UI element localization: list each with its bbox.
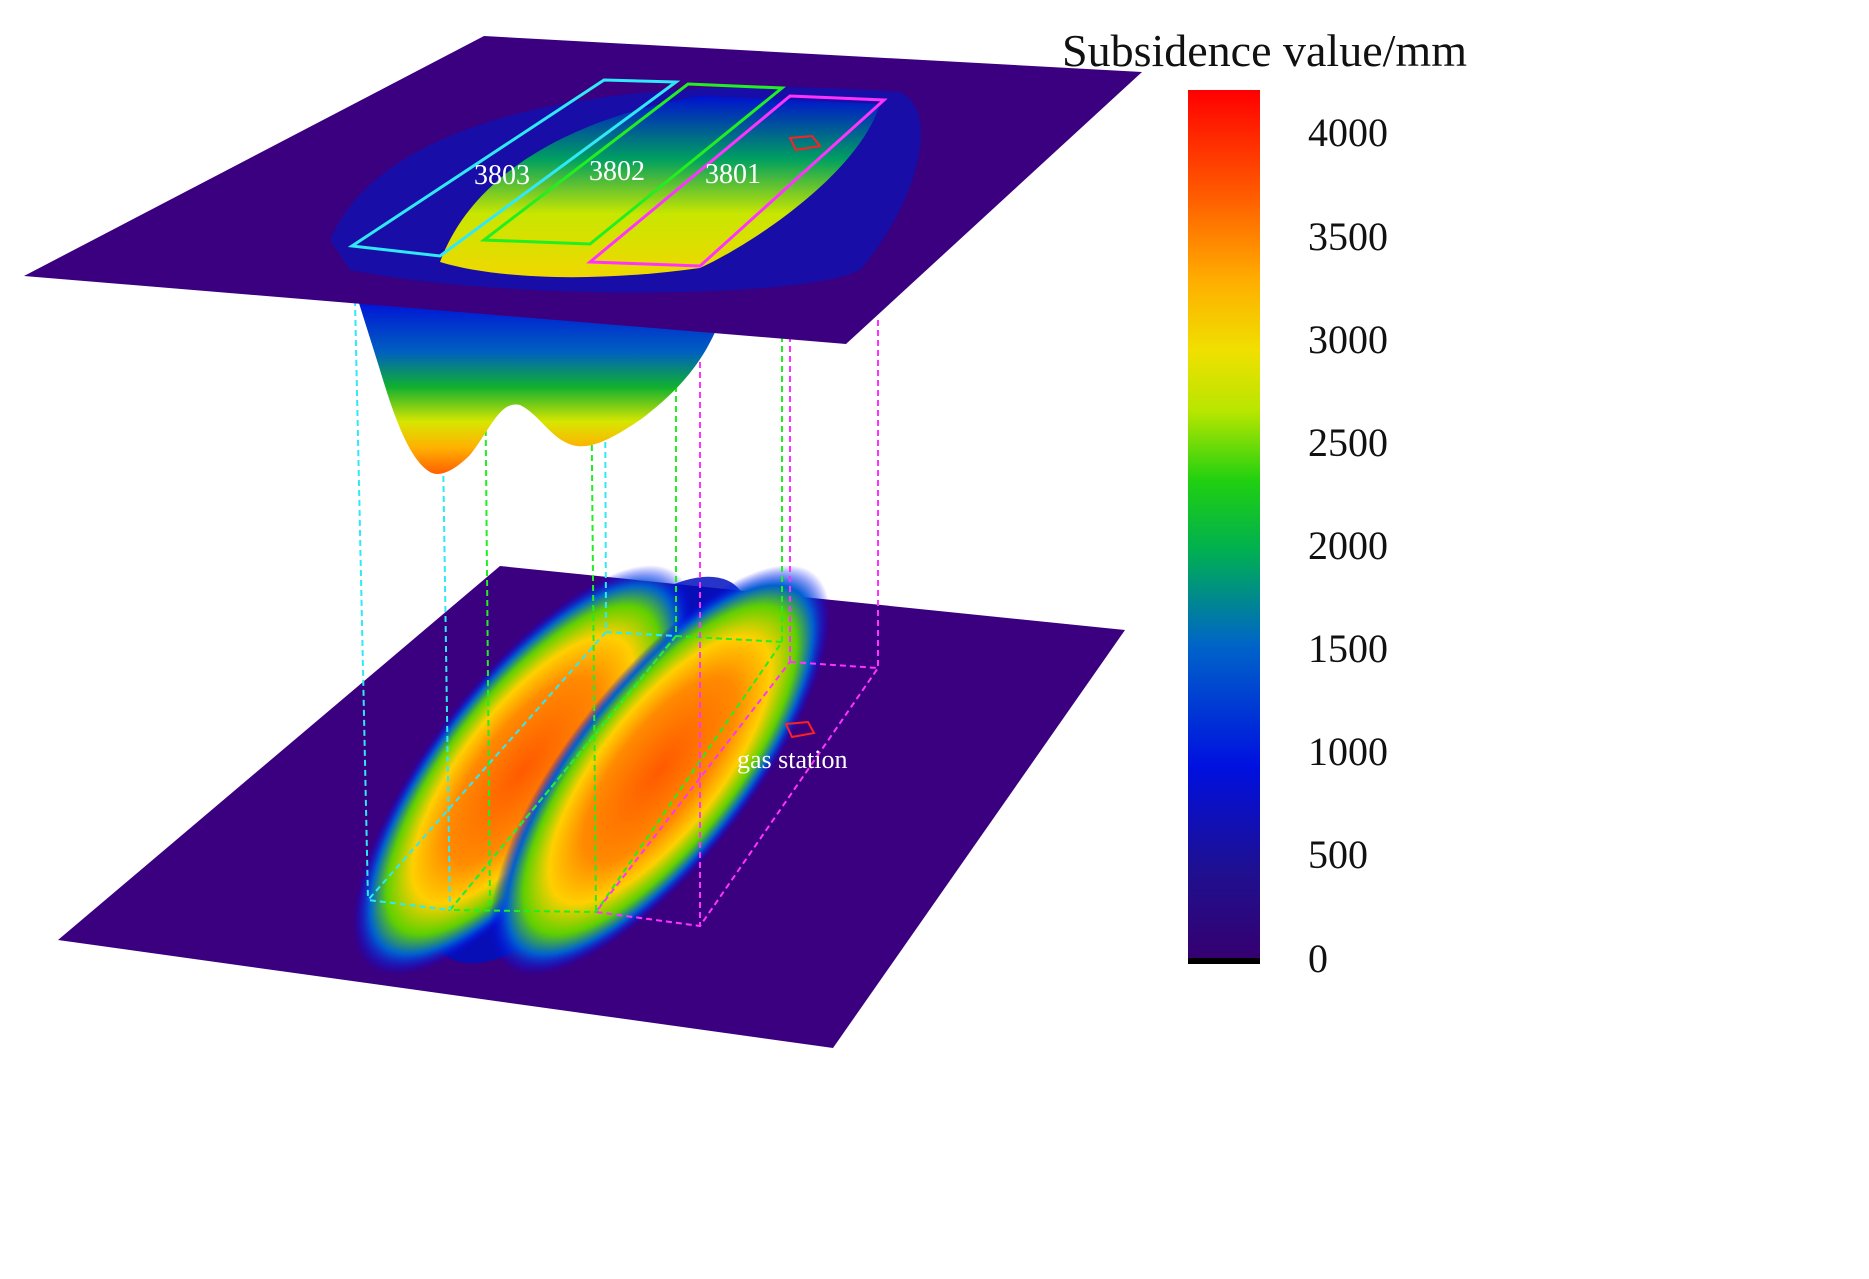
bottom-basin-stripe-3802: [489, 565, 831, 975]
top-subsidence-plane: 3803 3802 3801: [24, 36, 1142, 475]
top-face-outline-3801: [586, 94, 888, 268]
colorbar-title: Subsidence value/mm: [1062, 25, 1467, 76]
top-gas-station-marker: [788, 134, 822, 152]
projection-line-3803-right: [439, 255, 451, 911]
colorbar-tick-0: 0: [1308, 936, 1328, 981]
bottom-face-outline-3801: [594, 660, 880, 928]
bottom-gas-station-marker: [784, 720, 816, 739]
colorbar-tick-1500: 1500: [1308, 626, 1388, 671]
face-label-3803: 3803: [474, 160, 530, 191]
colorbar-tick-500: 500: [1308, 832, 1368, 877]
projection-line-3803-left: [354, 299, 369, 901]
bottom-face-outline-3802: [447, 634, 784, 914]
colorbar-tick-3000: 3000: [1308, 317, 1388, 362]
bottom-subsidence-plane: gas station: [58, 565, 1125, 1048]
colorbar-tick-3500: 3500: [1308, 214, 1388, 259]
colorbar-tick-2500: 2500: [1308, 420, 1388, 465]
colorbar-tick-2000: 2000: [1308, 523, 1388, 568]
colorbar-tick-4000: 4000: [1308, 110, 1388, 155]
colorbar-gradient: [1188, 90, 1260, 958]
face-label-3802: 3802: [589, 156, 645, 187]
bottom-basin-stripe-3803: [352, 565, 694, 975]
top-trough-surface: [358, 300, 720, 475]
colorbar: Subsidence value/mm 4000 3500 3000 2500 …: [1062, 25, 1467, 981]
face-label-3801: 3801: [705, 159, 761, 190]
colorbar-zero-band: [1188, 958, 1260, 964]
gas-station-label: gas station: [737, 745, 848, 774]
colorbar-tick-labels: 4000 3500 3000 2500 2000 1500 1000 500 0: [1308, 110, 1388, 981]
top-face-outline-3802: [479, 82, 787, 246]
top-face-outline-3803: [347, 78, 681, 258]
colorbar-tick-1000: 1000: [1308, 729, 1388, 774]
